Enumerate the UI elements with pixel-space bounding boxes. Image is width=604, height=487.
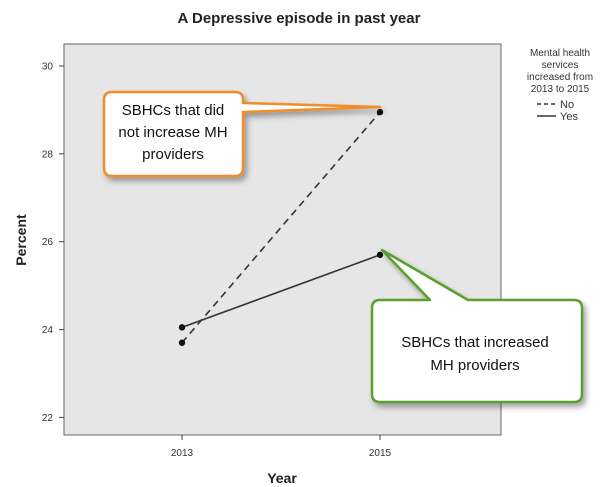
callout-green-line: SBHCs that increased	[401, 334, 549, 351]
series-yes-point	[178, 324, 186, 331]
y-axis-label: Percent	[13, 214, 29, 266]
legend-title-line: increased from	[527, 72, 593, 83]
x-axis-label: Year	[267, 470, 297, 486]
y-tick-label: 26	[42, 237, 54, 248]
series-yes-point	[376, 251, 384, 259]
chart-title: A Depressive episode in past year	[178, 10, 421, 27]
y-tick-label: 28	[42, 149, 54, 160]
legend-label-yes: Yes	[560, 111, 578, 123]
legend-title-line: services	[542, 60, 579, 71]
x-tick-label: 2015	[369, 448, 392, 459]
callout-green-line: MH providers	[430, 357, 519, 374]
legend-title-line: Mental health	[530, 48, 590, 59]
series-no-line	[181, 111, 381, 344]
x-axis: 2013 2015	[171, 435, 392, 459]
callout-orange-line: SBHCs that did	[122, 102, 225, 119]
legend: Mental health services increased from 20…	[527, 48, 593, 123]
y-tick-label: 22	[42, 413, 54, 424]
legend-label-no: No	[560, 99, 574, 111]
y-tick-label: 24	[42, 325, 54, 336]
series-no-point	[376, 108, 384, 116]
callout-orange	[102, 90, 382, 178]
callout-orange-line: providers	[142, 146, 204, 163]
y-tick-label: 30	[42, 61, 54, 72]
callout-green	[370, 248, 584, 404]
y-axis: 30 28 26 24 22	[42, 61, 64, 424]
callout-orange-line: not increase MH	[118, 124, 227, 141]
series-no-point	[178, 339, 186, 346]
x-tick-label: 2013	[171, 448, 194, 459]
series-yes-line	[181, 254, 381, 329]
legend-title-line: 2013 to 2015	[531, 84, 590, 95]
